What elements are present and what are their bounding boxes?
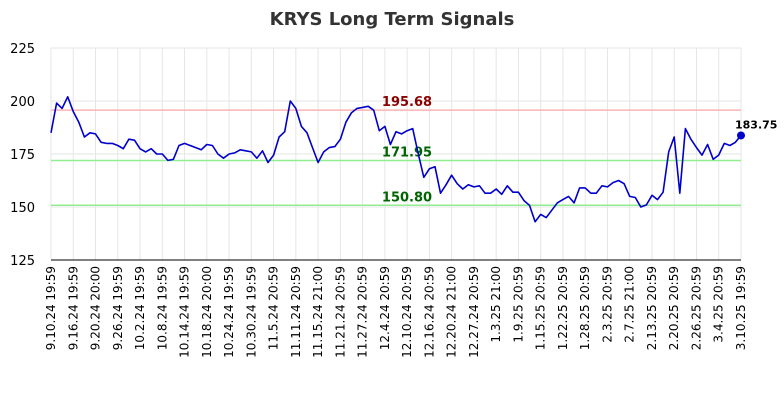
chart-title: KRYS Long Term Signals — [270, 9, 515, 30]
x-tick-label: 1.15.25 20:59 — [534, 266, 548, 350]
x-tick-label: 9.16.24 19:59 — [66, 266, 80, 350]
x-tick-label: 3.4.25 20:59 — [712, 266, 726, 343]
x-tick-label: 1.22.25 20:59 — [556, 266, 570, 350]
last-price-marker — [737, 131, 745, 140]
x-tick-label: 2.20.25 20:59 — [667, 266, 681, 350]
price-series: 183.75 — [50, 96, 777, 223]
x-tick-label: 12.27.24 20:59 — [467, 266, 481, 358]
x-tick-label: 2.7.25 21:00 — [623, 266, 637, 343]
signal-levels: 195.68 171.95 150.80 — [51, 95, 741, 207]
x-tick-label: 9.10.24 19:59 — [44, 266, 58, 350]
x-tick-label: 11.27.24 20:59 — [356, 266, 370, 358]
signal-level-label: 195.68 — [382, 95, 432, 110]
x-tick-label: 2.3.25 20:59 — [600, 266, 614, 343]
x-tick-label: 2.13.25 20:59 — [645, 266, 659, 350]
x-tick-label: 10.30.24 19:59 — [244, 266, 258, 358]
x-tick-label: 11.21.24 20:59 — [333, 266, 347, 358]
x-tick-label: 10.18.24 20:00 — [200, 266, 214, 358]
y-tick-label: 125 — [10, 254, 35, 269]
x-tick-label: 12.4.24 20:59 — [378, 266, 392, 350]
y-tick-label: 175 — [10, 148, 35, 163]
x-tick-label: 12.20.24 21:00 — [445, 266, 459, 358]
x-tick-label: 11.5.24 20:59 — [267, 266, 281, 350]
x-tick-label: 1.3.25 21:00 — [489, 266, 503, 343]
x-tick-label: 10.8.24 19:59 — [155, 266, 169, 350]
x-tick-label: 12.10.24 20:59 — [400, 266, 414, 358]
x-tick-label: 9.26.24 19:59 — [111, 266, 125, 350]
y-tick-label: 150 — [10, 201, 35, 216]
last-price-label: 183.75 — [735, 118, 777, 131]
price-line — [50, 96, 742, 223]
x-tick-label: 10.2.24 19:59 — [133, 266, 147, 350]
y-tick-label: 200 — [10, 95, 35, 110]
x-tick-label: 10.14.24 19:59 — [178, 266, 192, 358]
axes: 125 150 175 200 225 9.10.24 19:59 9.16.24 19:5… — [10, 42, 748, 358]
x-tick-label: 12.16.24 20:59 — [422, 266, 436, 358]
x-tick-label: 2.26.25 20:59 — [689, 266, 703, 350]
signal-level-label: 171.95 — [382, 145, 432, 160]
x-tick-label: 1.28.25 20:59 — [578, 266, 592, 350]
x-tick-label: 3.10.25 19:59 — [734, 266, 748, 350]
x-tick-label: 10.24.24 19:59 — [222, 266, 236, 358]
x-tick-label: 1.9.25 20:59 — [511, 266, 525, 343]
x-tick-label: 11.15.24 21:00 — [311, 266, 325, 358]
signal-level-label: 150.80 — [382, 190, 432, 205]
y-tick-label: 225 — [10, 42, 35, 57]
x-tick-label: 11.11.24 20:59 — [289, 266, 303, 358]
x-tick-label: 9.20.24 20:00 — [89, 266, 103, 350]
